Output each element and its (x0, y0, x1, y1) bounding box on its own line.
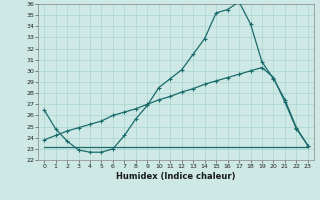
X-axis label: Humidex (Indice chaleur): Humidex (Indice chaleur) (116, 172, 236, 181)
